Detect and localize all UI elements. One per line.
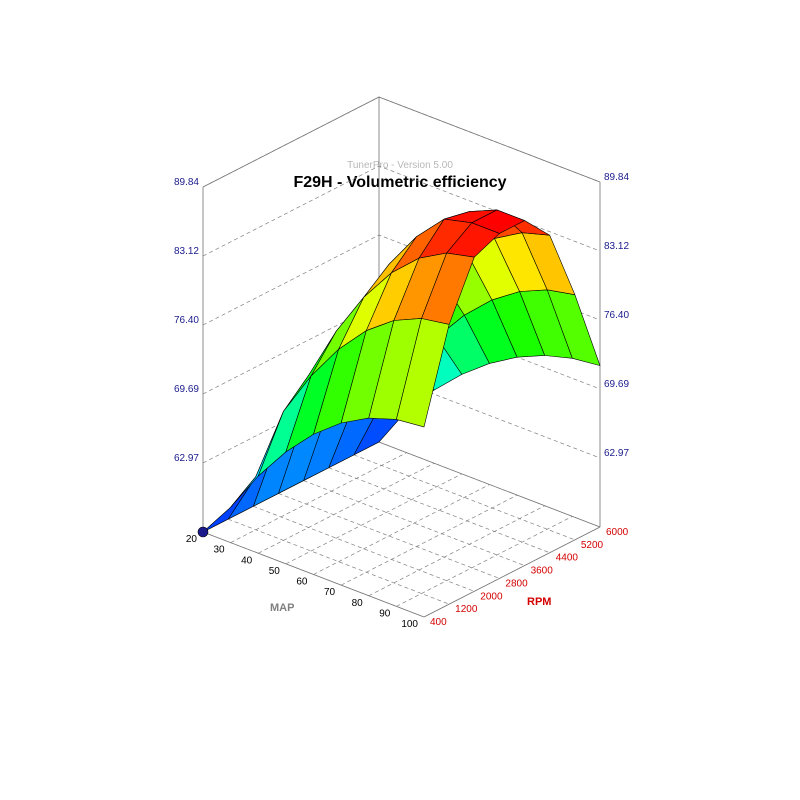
z-tick-label: 89.84: [604, 172, 629, 183]
surface-cell: [396, 318, 450, 428]
x-tick-label: 6000: [606, 527, 629, 538]
floor-gridline-rpm: [228, 518, 450, 605]
gridlines: [202, 96, 601, 618]
x-tick-label: 4400: [556, 553, 579, 564]
floor-gridline-rpm: [353, 454, 575, 541]
y-tick-label: 80: [352, 598, 364, 609]
z-tick-label: 69.69: [174, 384, 199, 395]
z-tick-label: 62.97: [604, 448, 629, 459]
z-gridline: [202, 165, 601, 257]
y-tick-label: 50: [269, 566, 281, 577]
x-tick-label: 2000: [480, 591, 503, 602]
floor-gridline-map: [340, 494, 518, 586]
x-tick-label: 1200: [455, 604, 478, 615]
x-axis-label: RPM: [527, 596, 552, 608]
y-tick-label: 20: [186, 534, 198, 545]
z-tick-label: 76.40: [174, 315, 199, 326]
x-tick-label: 5200: [581, 540, 604, 551]
floor-gridline-rpm: [202, 531, 425, 618]
chart-title: F29H - Volumetric efficiency: [293, 174, 507, 191]
z-gridline: [202, 96, 601, 188]
floor-gridline-map: [230, 452, 407, 543]
z-tick-label: 69.69: [604, 379, 629, 390]
y-tick-label: 100: [401, 619, 418, 630]
floor-gridline-map: [396, 516, 573, 607]
z-tick-label: 83.12: [604, 241, 629, 252]
floor-gridline-map: [368, 505, 545, 597]
floor-gridline-rpm: [253, 505, 475, 592]
y-tick-label: 70: [324, 587, 336, 598]
z-tick-label: 89.84: [174, 177, 199, 188]
floor-gridline-rpm: [278, 493, 500, 579]
floor-gridline-map: [285, 473, 463, 565]
z-tick-label: 83.12: [174, 246, 199, 257]
origin-marker: [197, 526, 209, 538]
floor-gridline-rpm: [303, 480, 525, 566]
floor-gridline-map: [423, 526, 601, 618]
y-tick-label: 40: [241, 555, 253, 566]
y-tick-label: 90: [379, 608, 391, 619]
tick-labels: 62.97 62.97 69.69 69.69 76.40 76.40 83.12 83.12…: [174, 172, 629, 630]
x-tick-label: 400: [430, 617, 447, 628]
y-tick-label: 60: [296, 577, 308, 588]
x-tick-label: 2800: [505, 578, 528, 589]
floor-gridline-map: [313, 484, 490, 575]
z-gridline: [202, 96, 601, 188]
floor-gridline-rpm: [378, 441, 601, 528]
watermark: TunerPro - Version 5.00: [347, 160, 453, 171]
floor-gridline-map: [258, 462, 435, 554]
floor-gridline-rpm: [328, 467, 550, 554]
surface-mesh: [197, 209, 601, 538]
y-axis-label: MAP: [270, 602, 295, 614]
z-tick-label: 76.40: [604, 310, 629, 321]
z-tick-label: 62.97: [174, 453, 199, 464]
y-tick-label: 30: [214, 545, 226, 556]
z-gridline: [202, 234, 601, 326]
x-tick-label: 3600: [531, 566, 554, 577]
